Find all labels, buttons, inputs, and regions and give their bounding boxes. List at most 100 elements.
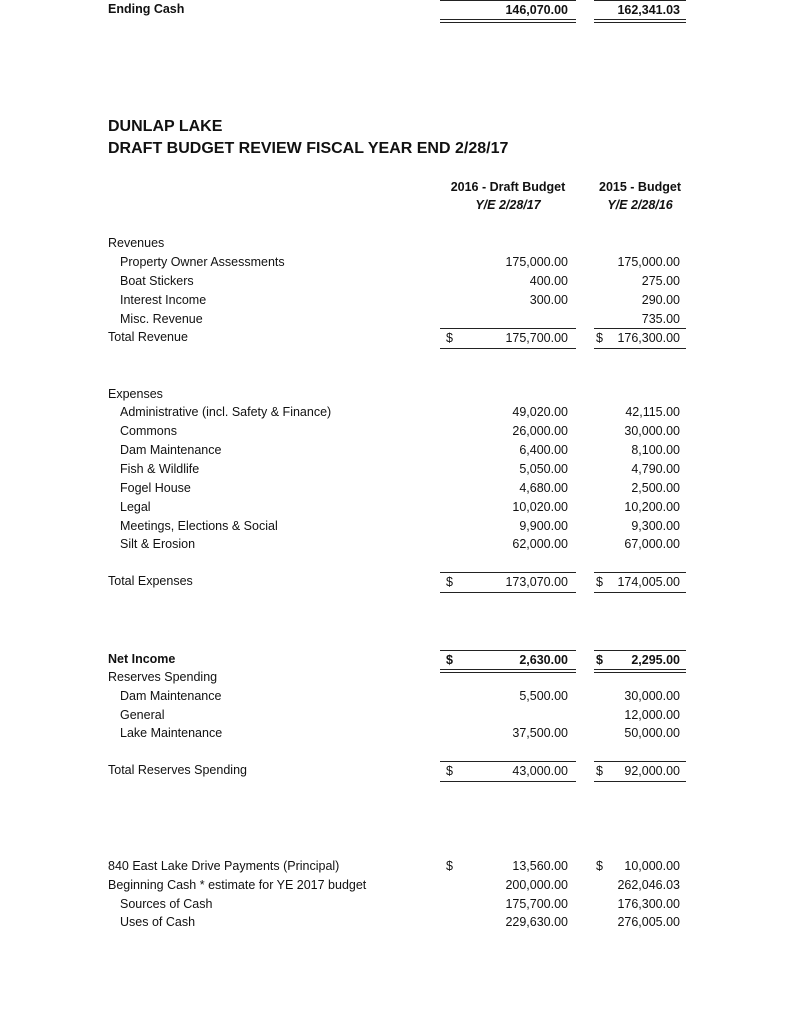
table-row: Beginning Cash * estimate for YE 2017 bu… bbox=[0, 876, 791, 894]
row-label: Uses of Cash bbox=[120, 915, 196, 929]
column-subheading: Y/E 2/28/16 bbox=[607, 198, 673, 212]
cell-2015-budget: 50,000.00 bbox=[594, 724, 686, 742]
amount: 30,000.00 bbox=[624, 424, 680, 438]
cell-2016-draft: 229,630.00 bbox=[440, 913, 576, 931]
currency-symbol: $ bbox=[446, 575, 453, 589]
currency-symbol: $ bbox=[446, 859, 453, 873]
currency-symbol: $ bbox=[596, 575, 603, 589]
cell-2015-budget: 2,500.00 bbox=[594, 479, 686, 497]
row-label: Total Expenses bbox=[108, 574, 193, 588]
cell-2015-budget: 4,790.00 bbox=[594, 460, 686, 478]
table-row: Sources of Cash 175,700.00 176,300.00 bbox=[0, 895, 791, 913]
amount: 4,680.00 bbox=[519, 481, 568, 495]
cell-2016-draft: 9,900.00 bbox=[440, 517, 576, 535]
amount: 62,000.00 bbox=[512, 537, 568, 551]
row-label: Fogel House bbox=[120, 481, 191, 495]
row-label: Commons bbox=[120, 424, 177, 438]
column-heading: 2015 - Budget bbox=[599, 180, 681, 194]
row-label: Ending Cash bbox=[108, 2, 185, 16]
row-label: Silt & Erosion bbox=[120, 537, 196, 551]
row-label: Misc. Revenue bbox=[120, 312, 203, 326]
currency-symbol: $ bbox=[596, 859, 603, 873]
cell-2015-budget: 262,046.03 bbox=[594, 876, 686, 894]
amount: 49,020.00 bbox=[512, 405, 568, 419]
table-row: 840 East Lake Drive Payments (Principal)… bbox=[0, 857, 791, 875]
table-row: Misc. Revenue 735.00 bbox=[0, 310, 791, 328]
row-label: Legal bbox=[120, 500, 151, 514]
row-label: Beginning Cash * estimate for YE 2017 bu… bbox=[108, 878, 367, 892]
cell-2016-draft bbox=[440, 706, 576, 724]
amount: 10,000.00 bbox=[624, 859, 680, 873]
table-row: Fish & Wildlife 5,050.00 4,790.00 bbox=[0, 460, 791, 478]
cell-2016-draft: 62,000.00 bbox=[440, 535, 576, 553]
row-label: Total Reserves Spending bbox=[108, 763, 247, 777]
cell-2016-draft bbox=[440, 310, 576, 328]
amount: 92,000.00 bbox=[624, 764, 680, 778]
currency-symbol: $ bbox=[596, 653, 603, 667]
column-header-2016: 2016 - Draft Budget Y/E 2/28/17 bbox=[433, 180, 583, 212]
cell-2015-budget: 735.00 bbox=[594, 310, 686, 328]
cell-2015-budget: 12,000.00 bbox=[594, 706, 686, 724]
amount: 2,630.00 bbox=[519, 653, 568, 667]
cell-2015-budget: 9,300.00 bbox=[594, 517, 686, 535]
amount: 67,000.00 bbox=[624, 537, 680, 551]
cell-2016-draft: 200,000.00 bbox=[440, 876, 576, 894]
amount: 146,070.00 bbox=[505, 3, 568, 17]
amount: 275.00 bbox=[641, 274, 680, 288]
cell-2015-budget: 290.00 bbox=[594, 291, 686, 309]
table-row: Total Reserves Spending $43,000.00 $92,000… bbox=[0, 761, 791, 782]
row-label: Property Owner Assessments bbox=[120, 255, 285, 269]
cell-2016-draft: $173,070.00 bbox=[440, 572, 576, 593]
cell-2016-draft: 175,700.00 bbox=[440, 895, 576, 913]
table-row: Boat Stickers 400.00 275.00 bbox=[0, 272, 791, 290]
table-row: Fogel House 4,680.00 2,500.00 bbox=[0, 479, 791, 497]
cell-2015-budget: 10,200.00 bbox=[594, 498, 686, 516]
table-row: Legal 10,020.00 10,200.00 bbox=[0, 498, 791, 516]
table-row: Lake Maintenance 37,500.00 50,000.00 bbox=[0, 724, 791, 742]
row-label: Total Revenue bbox=[108, 330, 188, 344]
amount: 174,005.00 bbox=[617, 575, 680, 589]
table-row: Administrative (incl. Safety & Finance) 4… bbox=[0, 403, 791, 421]
table-row: Dam Maintenance 5,500.00 30,000.00 bbox=[0, 687, 791, 705]
table-row: Meetings, Elections & Social 9,900.00 9,30… bbox=[0, 517, 791, 535]
column-header-2015: 2015 - Budget Y/E 2/28/16 bbox=[575, 180, 705, 212]
cell-2016-draft: $2,630.00 bbox=[440, 650, 576, 673]
cell-2015-budget: 30,000.00 bbox=[594, 687, 686, 705]
amount: 13,560.00 bbox=[512, 859, 568, 873]
table-row: Property Owner Assessments 175,000.00 175,… bbox=[0, 253, 791, 271]
cell-2015-budget: 162,341.03 bbox=[594, 0, 686, 23]
amount: 43,000.00 bbox=[512, 764, 568, 778]
amount: 400.00 bbox=[529, 274, 568, 288]
amount: 10,020.00 bbox=[512, 500, 568, 514]
amount: 5,050.00 bbox=[519, 462, 568, 476]
cell-2016-draft bbox=[440, 385, 576, 403]
cell-2016-draft: $175,700.00 bbox=[440, 328, 576, 349]
row-label: Expenses bbox=[108, 387, 163, 401]
cell-2015-budget: $10,000.00 bbox=[594, 857, 686, 875]
row-label: Lake Maintenance bbox=[120, 726, 223, 740]
cell-2015-budget bbox=[594, 668, 686, 686]
row-label: Sources of Cash bbox=[120, 897, 213, 911]
amount: 229,630.00 bbox=[505, 915, 568, 929]
currency-symbol: $ bbox=[596, 764, 603, 778]
amount: 9,300.00 bbox=[631, 519, 680, 533]
cell-2016-draft: 400.00 bbox=[440, 272, 576, 290]
currency-symbol: $ bbox=[446, 764, 453, 778]
cell-2015-budget: 275.00 bbox=[594, 272, 686, 290]
row-label: 840 East Lake Drive Payments (Principal) bbox=[108, 859, 340, 873]
cell-2015-budget: 276,005.00 bbox=[594, 913, 686, 931]
table-row: Reserves Spending bbox=[0, 668, 791, 686]
cell-2016-draft bbox=[440, 234, 576, 252]
table-row: Expenses bbox=[0, 385, 791, 403]
amount: 26,000.00 bbox=[512, 424, 568, 438]
cell-2016-draft: 10,020.00 bbox=[440, 498, 576, 516]
amount: 8,100.00 bbox=[631, 443, 680, 457]
amount: 50,000.00 bbox=[624, 726, 680, 740]
table-row: Interest Income 300.00 290.00 bbox=[0, 291, 791, 309]
table-row: Silt & Erosion 62,000.00 67,000.00 bbox=[0, 535, 791, 553]
cell-2015-budget bbox=[594, 234, 686, 252]
amount: 42,115.00 bbox=[625, 405, 680, 419]
title-report: DRAFT BUDGET REVIEW FISCAL YEAR END 2/28… bbox=[108, 140, 509, 157]
amount: 175,700.00 bbox=[505, 331, 568, 345]
cell-2016-draft bbox=[440, 668, 576, 686]
